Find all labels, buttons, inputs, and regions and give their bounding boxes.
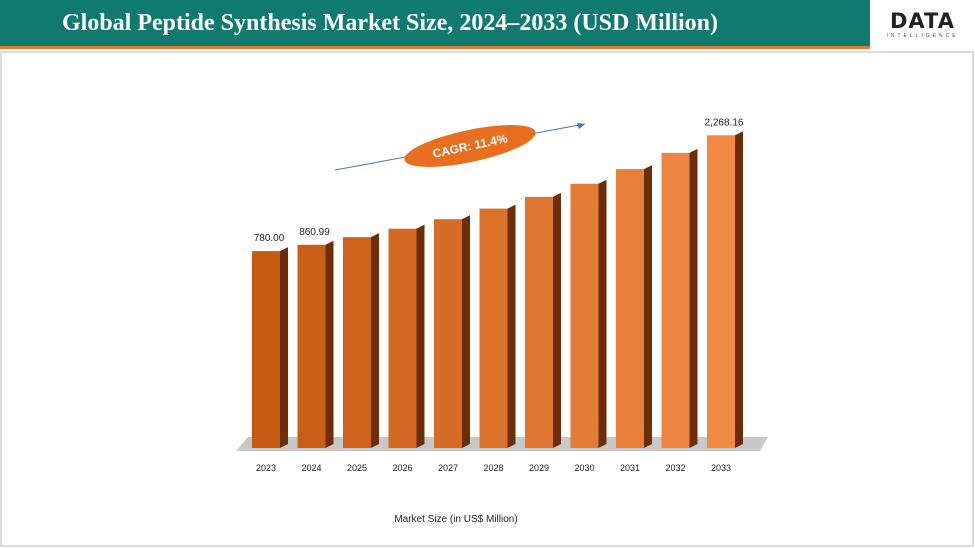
x-tick-label: 2026: [392, 463, 412, 473]
logo-sub: INTELLIGENCE: [886, 33, 959, 39]
x-tick-label: 2025: [347, 463, 367, 473]
x-tick-label: 2032: [665, 463, 685, 473]
bar: [297, 244, 326, 448]
bar: [388, 228, 417, 448]
x-axis-label: Market Size (in US$ Million): [394, 514, 517, 525]
bar: [570, 183, 599, 449]
bar-side: [689, 148, 698, 448]
x-tick-label: 2031: [620, 463, 640, 473]
logo: DATA INTELLIGENCE: [870, 0, 975, 49]
value-label: 2,268.16: [705, 117, 744, 128]
logo-text: DATA: [889, 9, 955, 33]
bar-side: [644, 165, 652, 448]
x-tick-label: 2028: [483, 463, 503, 473]
bar-side: [462, 215, 470, 448]
value-label: 780.00: [254, 233, 285, 244]
title: Global Peptide Synthesis Market Size, 20…: [62, 10, 718, 36]
x-tick-label: 2024: [301, 463, 321, 473]
arrow-head: [577, 123, 585, 129]
bar: [252, 251, 280, 448]
bar: [616, 169, 644, 448]
bar: [434, 219, 462, 448]
bar: [707, 135, 735, 448]
bar-side: [280, 247, 288, 448]
bar: [343, 237, 371, 448]
bar-side: [325, 240, 334, 448]
bar: [525, 196, 553, 448]
header: Global Peptide Synthesis Market Size, 20…: [0, 0, 870, 49]
bar-side: [735, 131, 743, 448]
value-label: 860.99: [299, 227, 330, 238]
x-tick-label: 2033: [711, 463, 731, 473]
x-tick-label: 2023: [256, 463, 276, 473]
bar-side: [553, 192, 561, 448]
bar: [479, 208, 508, 448]
x-tick-label: 2027: [438, 463, 458, 473]
x-tick-label: 2030: [574, 463, 594, 473]
x-tick-label: 2029: [529, 463, 549, 473]
bar-side: [416, 224, 425, 448]
bar-side: [371, 233, 379, 448]
bar: [661, 152, 690, 448]
frame: [0, 51, 974, 547]
bar-side: [507, 204, 516, 448]
bar-side: [598, 179, 607, 449]
cagr-badge: [404, 125, 536, 167]
